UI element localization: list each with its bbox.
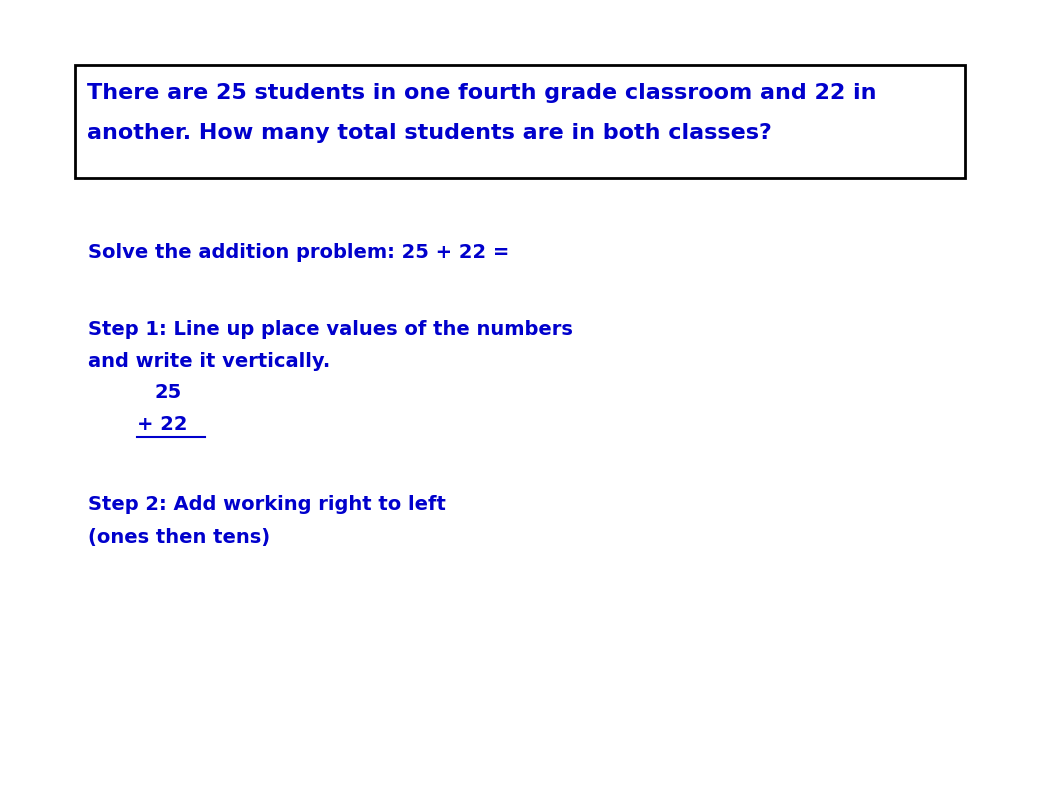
- FancyBboxPatch shape: [75, 65, 965, 178]
- Text: There are 25 students in one fourth grade classroom and 22 in: There are 25 students in one fourth grad…: [87, 83, 877, 103]
- Text: 25: 25: [155, 383, 182, 402]
- Text: another. How many total students are in both classes?: another. How many total students are in …: [87, 123, 772, 143]
- Text: Step 2: Add working right to left: Step 2: Add working right to left: [88, 495, 446, 514]
- Text: (ones then tens): (ones then tens): [88, 528, 270, 547]
- Text: Solve the addition problem: 25 + 22 =: Solve the addition problem: 25 + 22 =: [88, 243, 509, 262]
- Text: and write it vertically.: and write it vertically.: [88, 352, 330, 371]
- Text: Step 1: Line up place values of the numbers: Step 1: Line up place values of the numb…: [88, 320, 573, 339]
- Text: + 22: + 22: [137, 415, 187, 434]
